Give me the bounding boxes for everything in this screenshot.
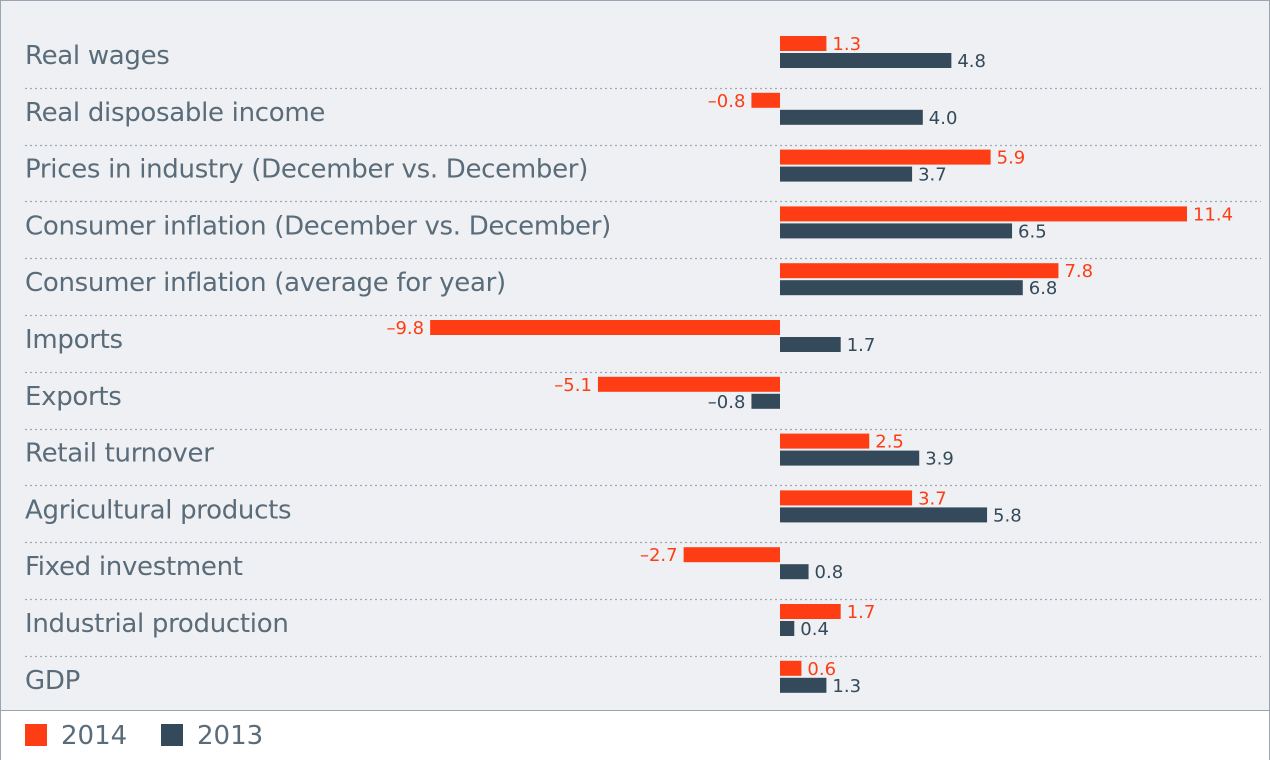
bar-2014 bbox=[751, 92, 780, 108]
bar-2014 bbox=[780, 490, 913, 506]
bar-2014 bbox=[780, 206, 1187, 222]
legend-swatch-2014 bbox=[25, 724, 47, 746]
bar-2014 bbox=[430, 320, 780, 335]
legend-label-2013: 2013 bbox=[197, 721, 264, 751]
legend: 2014 2013 bbox=[1, 710, 1269, 760]
data-label-2014: 5.9 bbox=[997, 148, 1026, 169]
bar-2013 bbox=[780, 53, 952, 68]
legend-swatch-2013 bbox=[161, 724, 183, 746]
category-label: GDP bbox=[25, 666, 80, 696]
bar-2014 bbox=[597, 376, 780, 392]
data-label-2013: 0.8 bbox=[815, 562, 844, 583]
category-label: Retail turnover bbox=[25, 439, 214, 469]
data-label-2013: 4.8 bbox=[957, 51, 986, 72]
legend-label-2014: 2014 bbox=[61, 721, 128, 751]
category-label: Agricultural products bbox=[25, 495, 291, 525]
data-label-2014: –2.7 bbox=[640, 545, 678, 566]
bar-2014 bbox=[780, 36, 827, 51]
bar-2014 bbox=[683, 547, 780, 563]
data-label-2013: 3.7 bbox=[918, 165, 947, 186]
bar-2013 bbox=[780, 223, 1013, 239]
bar-2013 bbox=[780, 109, 923, 125]
data-label-2014: 3.7 bbox=[918, 488, 947, 509]
data-label-2013: 1.7 bbox=[847, 335, 876, 356]
data-label-2014: 0.6 bbox=[807, 659, 836, 680]
data-label-2014: –5.1 bbox=[554, 375, 592, 396]
category-label: Consumer inflation (December vs. Decembe… bbox=[25, 211, 611, 241]
data-label-2014: –9.8 bbox=[386, 318, 424, 339]
bar-chart: Real wages 1.3 4.8 Real disposable income –0… bbox=[25, 34, 1261, 697]
bar-2013 bbox=[780, 166, 913, 182]
bar-2013 bbox=[751, 393, 780, 409]
bar-2013 bbox=[780, 677, 827, 693]
data-label-2014: –0.8 bbox=[708, 91, 746, 112]
data-label-2014: 2.5 bbox=[875, 432, 904, 453]
data-label-2013: –0.8 bbox=[708, 392, 746, 413]
bar-2013 bbox=[780, 450, 920, 466]
bar-2013 bbox=[780, 621, 795, 636]
data-label-2013: 5.8 bbox=[993, 505, 1022, 526]
category-label: Exports bbox=[25, 382, 122, 412]
bar-2014 bbox=[780, 263, 1059, 279]
category-label: Imports bbox=[25, 325, 123, 355]
bar-2013 bbox=[780, 507, 988, 523]
category-label: Consumer inflation (average for year) bbox=[25, 268, 506, 298]
bar-2013 bbox=[780, 280, 1023, 296]
data-label-2013: 0.4 bbox=[800, 619, 829, 640]
category-label: Fixed investment bbox=[25, 552, 243, 582]
category-label: Industrial production bbox=[25, 609, 289, 639]
data-label-2014: 11.4 bbox=[1193, 204, 1233, 225]
category-label: Prices in industry (December vs. Decembe… bbox=[25, 155, 588, 185]
bar-2013 bbox=[780, 564, 809, 580]
data-label-2013: 6.5 bbox=[1018, 221, 1047, 242]
bar-2014 bbox=[780, 604, 841, 619]
data-label-2013: 3.9 bbox=[925, 449, 954, 470]
category-label: Real wages bbox=[25, 41, 170, 71]
data-label-2014: 1.7 bbox=[847, 602, 876, 623]
bar-2014 bbox=[780, 149, 991, 165]
bar-2014 bbox=[780, 433, 870, 449]
data-label-2013: 1.3 bbox=[832, 676, 861, 697]
data-label-2013: 6.8 bbox=[1029, 278, 1058, 299]
data-label-2014: 7.8 bbox=[1064, 261, 1093, 282]
category-label: Real disposable income bbox=[25, 98, 325, 128]
data-label-2014: 1.3 bbox=[832, 34, 861, 55]
data-label-2013: 4.0 bbox=[929, 108, 958, 129]
bar-2014 bbox=[780, 660, 802, 676]
bar-2013 bbox=[780, 337, 841, 352]
